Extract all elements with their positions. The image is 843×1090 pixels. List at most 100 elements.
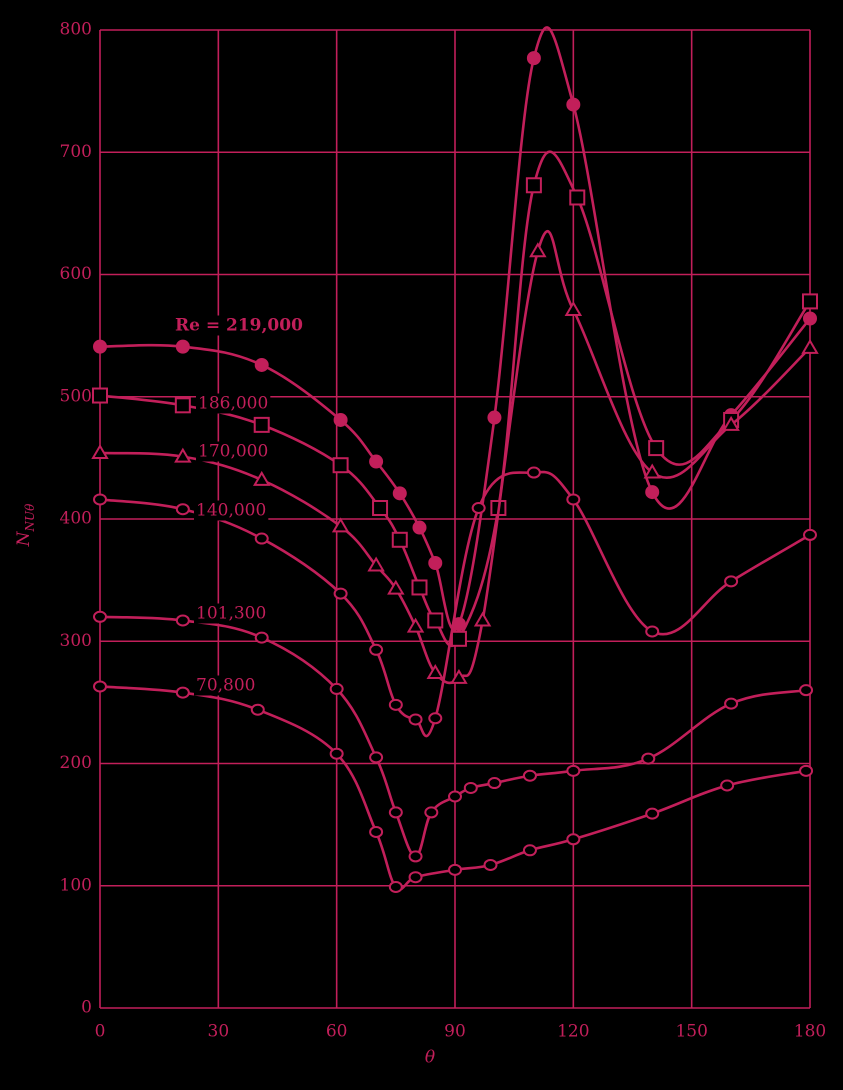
point (391, 531, 408, 548)
point (428, 712, 443, 725)
point (799, 764, 814, 777)
point (526, 466, 541, 479)
point (427, 612, 444, 629)
point (369, 643, 384, 656)
point (448, 863, 462, 876)
point (566, 833, 581, 846)
point (329, 747, 344, 760)
point (175, 686, 190, 699)
point (369, 751, 384, 764)
x-tick-label: 60 (326, 1022, 348, 1042)
point (463, 781, 478, 794)
point (175, 339, 190, 354)
x-tick-label: 150 (675, 1022, 707, 1042)
point (450, 668, 468, 684)
point (525, 177, 542, 194)
point (645, 485, 660, 500)
point (483, 858, 498, 871)
point (473, 611, 492, 627)
point (372, 499, 389, 516)
y-axis-label-sub: NUθ (23, 503, 37, 533)
legend-label-background (194, 500, 269, 521)
point (406, 617, 425, 633)
point (254, 631, 269, 644)
point (333, 412, 348, 427)
point (799, 684, 814, 697)
x-tick-label: 30 (208, 1022, 230, 1042)
point (522, 844, 537, 857)
point (388, 806, 403, 819)
point (369, 454, 384, 469)
point (331, 517, 350, 533)
legend-label: 170,000 (198, 442, 268, 462)
point (566, 764, 581, 777)
legend-label-background (194, 675, 258, 696)
point (412, 520, 427, 535)
point (369, 825, 384, 838)
point (487, 410, 502, 425)
point (175, 503, 190, 516)
point (411, 579, 428, 596)
point (802, 293, 818, 310)
y-tick-label: 300 (60, 631, 92, 651)
point (801, 338, 819, 354)
point (645, 807, 660, 820)
x-tick-label: 180 (794, 1022, 826, 1042)
point (329, 682, 344, 695)
data-line (99, 150, 812, 648)
legend-label: 70,800 (196, 676, 255, 696)
point (333, 587, 348, 600)
point (174, 397, 191, 414)
point (387, 579, 405, 595)
point (428, 556, 443, 571)
point (526, 51, 541, 66)
y-axis-label-group: NNUθ (14, 503, 37, 547)
point (529, 242, 547, 258)
point (566, 97, 581, 112)
point (367, 556, 385, 572)
y-tick-label: 200 (60, 753, 92, 773)
point (93, 680, 107, 693)
point (93, 493, 107, 506)
point (564, 300, 583, 316)
point (254, 532, 269, 545)
x-tick-label: 90 (444, 1022, 466, 1042)
point (408, 871, 423, 884)
point (388, 880, 403, 893)
point (426, 664, 445, 680)
point (522, 769, 537, 782)
point (448, 790, 462, 803)
point (487, 777, 502, 790)
legend-label: 140,000 (196, 501, 266, 521)
y-axis-label: NNUθ (14, 503, 37, 547)
point (174, 447, 192, 463)
y-tick-label: 100 (60, 875, 92, 895)
point (92, 387, 108, 404)
point (471, 501, 486, 514)
point (388, 698, 403, 711)
point (392, 486, 407, 501)
legend-label-background (173, 315, 306, 336)
legend-label: Re = 219,000 (175, 316, 303, 336)
point (803, 311, 817, 326)
y-tick-label: 400 (60, 509, 92, 529)
point (408, 713, 423, 726)
point (803, 528, 817, 541)
y-tick-label: 800 (60, 20, 92, 40)
point (641, 752, 656, 765)
y-tick-label: 0 (81, 998, 92, 1018)
point (724, 575, 739, 588)
point (253, 416, 270, 433)
point (408, 850, 423, 863)
y-axis-label-main: N (14, 530, 34, 547)
point (252, 470, 271, 486)
point (91, 444, 109, 459)
point (450, 630, 467, 647)
data-line (99, 26, 812, 632)
point (648, 440, 665, 457)
data-line (99, 615, 807, 858)
legend-label-background (196, 393, 271, 414)
legend-label-background (194, 603, 269, 624)
data-line (99, 685, 807, 891)
point (175, 614, 190, 627)
